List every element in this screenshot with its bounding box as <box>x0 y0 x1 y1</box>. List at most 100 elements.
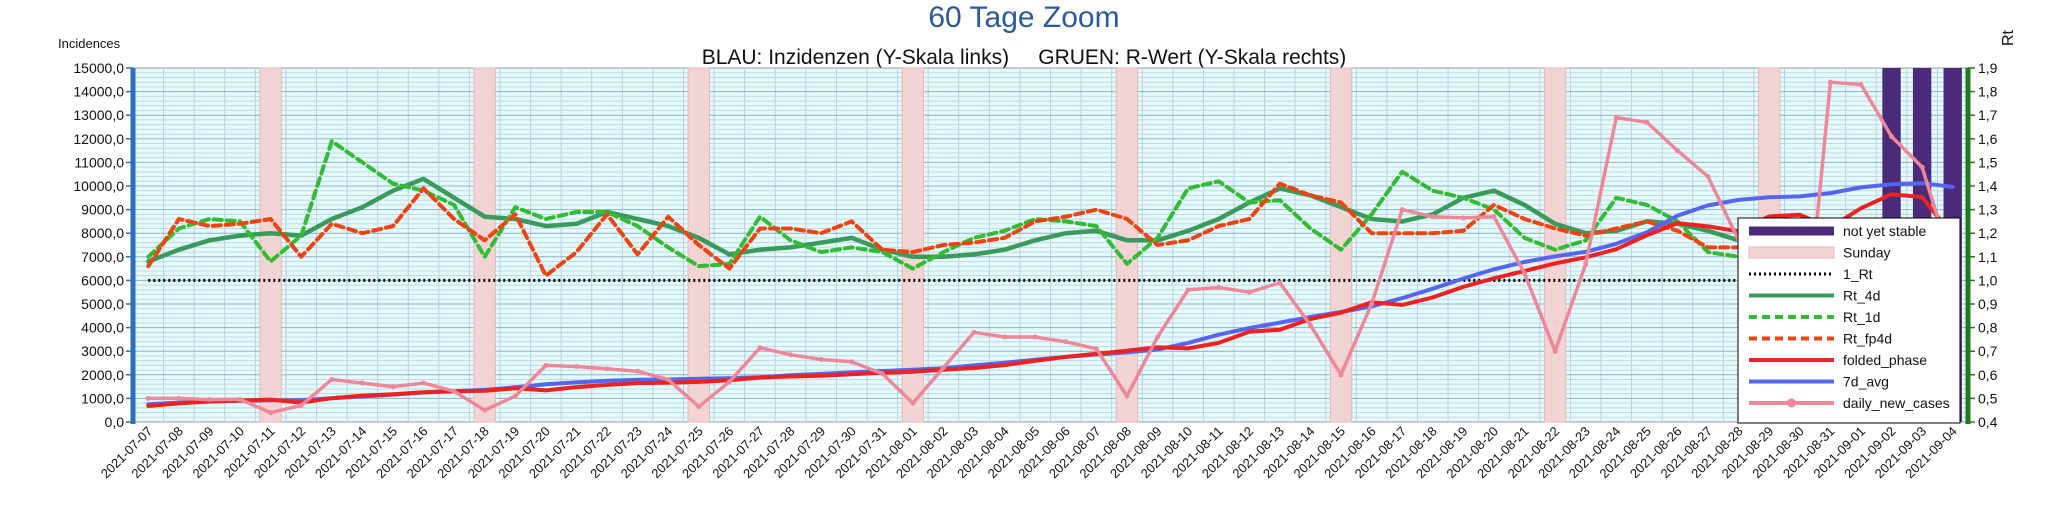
series-point-daily_new_cases <box>1613 115 1619 121</box>
series-point-daily_new_cases <box>1093 346 1099 352</box>
series-lines <box>145 79 1956 416</box>
legend-label: 1_Rt <box>1843 266 1873 282</box>
right-axis-label: Rt <box>2000 29 2017 46</box>
legend-label: Rt_fp4d <box>1843 331 1892 347</box>
legend-label: Rt_4d <box>1843 288 1880 304</box>
right-tick-label: 1,1 <box>1978 249 1998 265</box>
series-point-daily_new_cases <box>176 395 182 401</box>
series-point-daily_new_cases <box>1063 339 1069 345</box>
series-point-daily_new_cases <box>482 407 488 413</box>
right-tick-label: 0,5 <box>1978 390 1998 406</box>
right-tick-label: 1,7 <box>1978 107 1998 123</box>
series-point-daily_new_cases <box>818 356 824 362</box>
legend-swatch <box>1749 226 1834 236</box>
left-tick-label: 8000,0 <box>81 225 124 241</box>
right-tick-label: 1,2 <box>1978 225 1998 241</box>
left-tick-label: 4000,0 <box>81 320 124 336</box>
right-tick-label: 0,8 <box>1978 320 1998 336</box>
series-point-daily_new_cases <box>696 404 702 410</box>
left-tick-label: 15000,0 <box>73 60 124 76</box>
series-point-daily_new_cases <box>879 371 885 377</box>
left-tick-label: 10000,0 <box>73 178 124 194</box>
series-point-daily_new_cases <box>1338 372 1344 378</box>
series-point-daily_new_cases <box>1522 270 1528 276</box>
right-tick-label: 1,9 <box>1978 60 1998 76</box>
left-tick-label: 5000,0 <box>81 296 124 312</box>
series-point-daily_new_cases <box>1032 334 1038 340</box>
series-point-daily_new_cases <box>1430 214 1436 220</box>
series-point-daily_new_cases <box>1491 214 1497 220</box>
right-tick-label: 0,6 <box>1978 367 1998 383</box>
left-tick-label: 1000,0 <box>81 390 124 406</box>
series-point-daily_new_cases <box>1705 174 1711 180</box>
series-point-daily_new_cases <box>849 359 855 365</box>
series-point-daily_new_cases <box>665 377 671 383</box>
legend-label: Rt_1d <box>1843 309 1880 325</box>
left-tick-label: 9000,0 <box>81 202 124 218</box>
series-point-daily_new_cases <box>1552 348 1558 354</box>
series-point-daily_new_cases <box>604 366 610 372</box>
left-axis-label: Incidences <box>58 36 121 51</box>
series-point-daily_new_cases <box>1460 215 1466 221</box>
sunday-bar <box>1115 67 1139 423</box>
chart-subtitle: BLAU: Inzidenzen (Y-Skala links) GRUEN: … <box>702 46 1347 69</box>
sunday-bar <box>259 67 282 423</box>
series-point-daily_new_cases <box>329 377 335 383</box>
series-point-daily_new_cases <box>145 395 151 401</box>
x-axis-ticks: 2021-07-072021-07-082021-07-092021-07-10… <box>98 424 1960 482</box>
left-tick-label: 0,0 <box>105 414 125 430</box>
left-tick-label: 2000,0 <box>81 367 124 383</box>
right-tick-label: 1,3 <box>1978 202 1998 218</box>
series-line-Rt_fp4d <box>146 181 1955 302</box>
right-tick-label: 0,9 <box>1978 296 1998 312</box>
series-point-daily_new_cases <box>1124 393 1130 399</box>
left-tick-label: 12000,0 <box>73 131 124 147</box>
series-point-daily_new_cases <box>359 380 365 386</box>
left-tick-label: 13000,0 <box>73 107 124 123</box>
legend-label: daily_new_cases <box>1843 395 1950 411</box>
series-point-daily_new_cases <box>1307 322 1313 328</box>
legend-label: not yet stable <box>1843 223 1926 239</box>
series-point-daily_new_cases <box>1277 280 1283 286</box>
horizontal-grid <box>133 72 1968 418</box>
left-tick-label: 14000,0 <box>73 84 124 100</box>
series-point-daily_new_cases <box>1399 207 1405 213</box>
left-tick-label: 7000,0 <box>81 249 124 265</box>
legend-label: folded_phase <box>1843 352 1927 368</box>
legend-label: Sunday <box>1843 245 1890 261</box>
series-point-daily_new_cases <box>940 365 946 371</box>
legend-swatch <box>1748 246 1835 259</box>
series-point-daily_new_cases <box>971 329 977 335</box>
right-tick-label: 1,6 <box>1978 131 1998 147</box>
legend-marker <box>1787 398 1796 408</box>
series-point-daily_new_cases <box>237 396 243 402</box>
series-point-daily_new_cases <box>268 410 274 416</box>
left-axis-ticks: 0,0 1000,0 2000,0 3000,0 4000,0 5000,0 6000,0 7… <box>73 60 133 430</box>
series-point-daily_new_cases <box>421 380 427 386</box>
left-tick-label: 6000,0 <box>81 272 124 288</box>
series-point-daily_new_cases <box>1827 79 1833 85</box>
series-point-daily_new_cases <box>1919 164 1925 170</box>
right-tick-label: 0,7 <box>1978 343 1998 359</box>
series-point-daily_new_cases <box>206 397 212 403</box>
right-tick-label: 1,4 <box>1978 178 1998 194</box>
series-point-daily_new_cases <box>1216 284 1222 290</box>
legend-label: 7d_avg <box>1843 374 1889 390</box>
series-point-daily_new_cases <box>1246 289 1252 295</box>
series-point-daily_new_cases <box>512 393 518 399</box>
series-point-daily_new_cases <box>1002 334 1008 340</box>
left-tick-label: 11000,0 <box>74 154 124 170</box>
series-point-daily_new_cases <box>390 384 396 390</box>
series-point-daily_new_cases <box>573 364 579 370</box>
series-point-daily_new_cases <box>543 362 549 368</box>
series-point-daily_new_cases <box>1155 334 1161 340</box>
series-point-daily_new_cases <box>1674 148 1680 154</box>
series-point-daily_new_cases <box>1369 301 1375 307</box>
series-point-daily_new_cases <box>788 352 794 358</box>
right-axis-ticks: 0,4 0,5 0,6 0,7 0,8 0,9 1,0 1,1 1,2 1,3 1,4 1,5 1,6 1… <box>1968 60 1998 430</box>
series-point-daily_new_cases <box>298 402 304 408</box>
chart-title: 60 Tage Zoom <box>928 1 1119 34</box>
series-point-daily_new_cases <box>910 400 916 406</box>
series-point-daily_new_cases <box>726 379 732 385</box>
